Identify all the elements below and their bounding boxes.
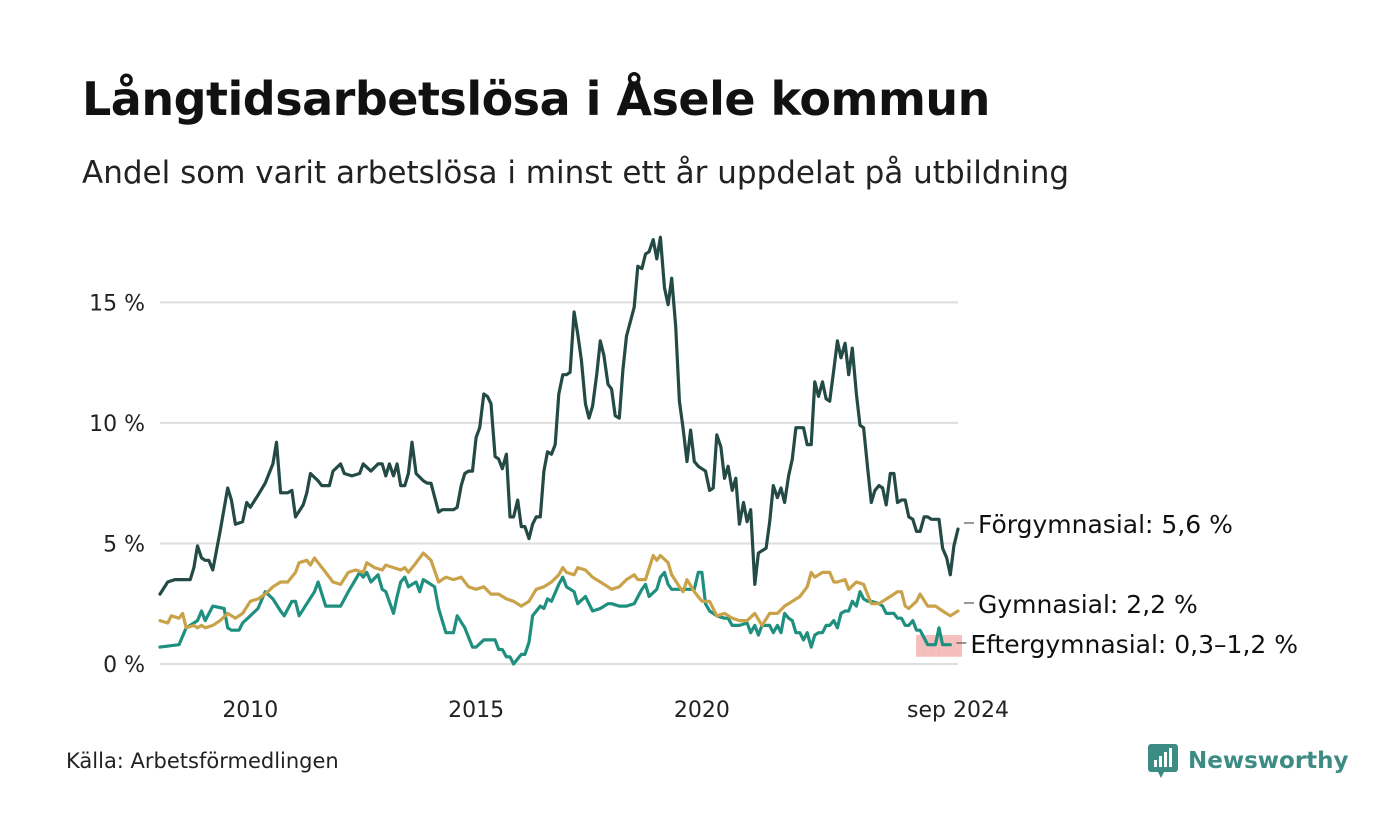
x-tick-label: sep 2024 <box>907 698 1009 723</box>
x-tick-label: 2010 <box>222 698 278 723</box>
series-line-eftergymnasial <box>158 570 952 666</box>
brand-name: Newsworthy <box>1188 748 1349 774</box>
brand: Newsworthy <box>1148 744 1349 778</box>
uncertainty-band <box>954 635 962 657</box>
series-line-gymnasial <box>158 551 960 630</box>
newsworthy-logo-icon <box>1148 744 1178 778</box>
source-note: Källa: Arbetsförmedlingen <box>66 749 339 773</box>
series-end-label: Gymnasial: 2,2 % <box>978 590 1198 619</box>
y-tick-label: 0 % <box>103 653 145 678</box>
x-tick-label: 2015 <box>448 698 504 723</box>
x-tick-label: 2020 <box>674 698 730 723</box>
series-line-förgymnasial <box>158 235 960 596</box>
chart-subtitle: Andel som varit arbetslösa i minst ett å… <box>82 155 1070 191</box>
series-end-label: Eftergymnasial: 0,3–1,2 % <box>970 630 1298 659</box>
y-tick-label: 15 % <box>89 291 145 316</box>
uncertainty-band <box>916 635 925 657</box>
y-tick-label: 10 % <box>89 412 145 437</box>
series-end-label: Förgymnasial: 5,6 % <box>978 510 1233 539</box>
chart-title: Långtidsarbetslösa i Åsele kommun <box>82 72 990 126</box>
y-tick-label: 5 % <box>103 532 145 557</box>
